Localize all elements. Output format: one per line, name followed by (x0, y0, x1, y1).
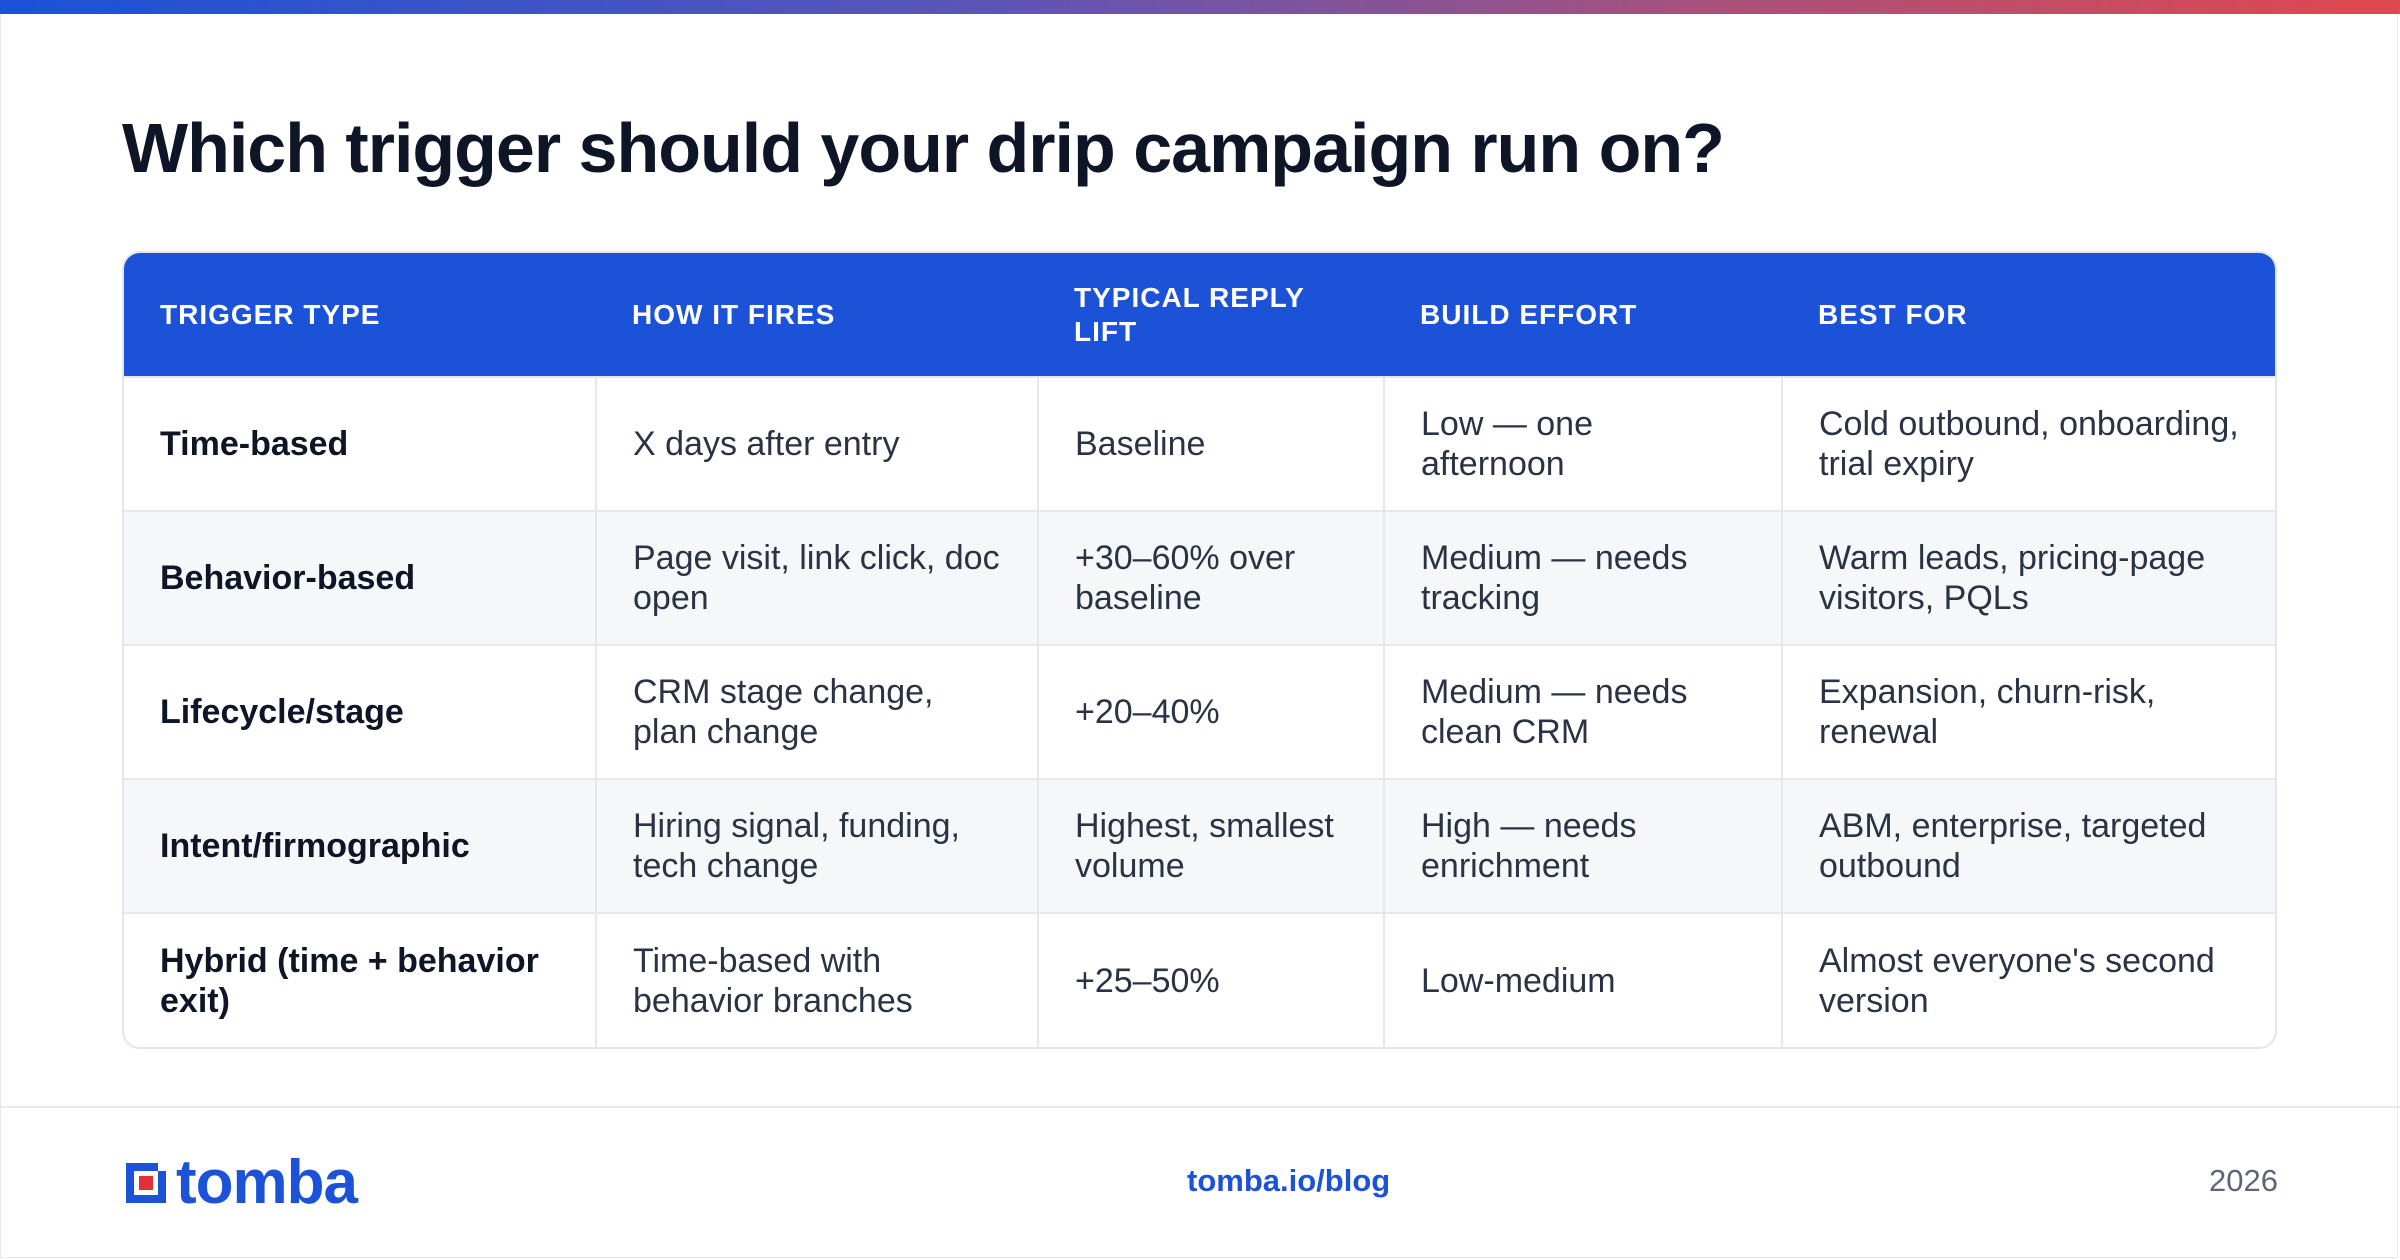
column-header-typical-reply-lift: TYPICAL REPLY LIFT (1038, 253, 1384, 377)
trigger-type-cell: Hybrid (time + behavior exit) (124, 912, 597, 1047)
reply-lift-cell: Baseline (1038, 376, 1385, 511)
column-header-best-for: BEST FOR (1782, 253, 2275, 377)
column-header-trigger-type: TRIGGER TYPE (124, 253, 596, 377)
best-for-cell: Warm leads, pricing-page visitors, PQLs (1782, 510, 2275, 645)
how-it-fires-cell: Page visit, link click, doc open (596, 510, 1039, 645)
table-row: Time-based X days after entry Baseline L… (124, 376, 2275, 511)
table-row: Lifecycle/stage CRM stage change, plan c… (124, 644, 2275, 779)
table-header-row: TRIGGER TYPE HOW IT FIRES TYPICAL REPLY … (124, 253, 2275, 377)
how-it-fires-cell: X days after entry (596, 376, 1039, 511)
build-effort-cell: Low-medium (1384, 912, 1783, 1047)
reply-lift-cell: +20–40% (1038, 644, 1385, 779)
trigger-type-cell: Time-based (124, 376, 597, 511)
table-row: Intent/firmographic Hiring signal, fundi… (124, 778, 2275, 913)
tomba-logo-icon (126, 1163, 166, 1203)
tomba-logo-text: tomba (176, 1148, 358, 1217)
how-it-fires-cell: Hiring signal, funding, tech change (596, 778, 1039, 913)
best-for-cell: Expansion, churn-risk, renewal (1782, 644, 2275, 779)
build-effort-cell: High — needs enrichment (1384, 778, 1783, 913)
comparison-table: TRIGGER TYPE HOW IT FIRES TYPICAL REPLY … (122, 251, 2277, 1049)
tomba-logo: tomba (122, 1148, 358, 1217)
blog-link[interactable]: tomba.io/blog (1187, 1163, 1391, 1198)
best-for-cell: Almost everyone's second version (1782, 912, 2275, 1047)
best-for-cell: ABM, enterprise, targeted outbound (1782, 778, 2275, 913)
build-effort-cell: Medium — needs clean CRM (1384, 644, 1783, 779)
trigger-type-cell: Lifecycle/stage (124, 644, 597, 779)
reply-lift-cell: Highest, smallest volume (1038, 778, 1385, 913)
how-it-fires-cell: Time-based with behavior branches (596, 912, 1039, 1047)
footer-year: 2026 (2209, 1163, 2278, 1198)
column-header-how-it-fires: HOW IT FIRES (596, 253, 1038, 377)
table-row: Behavior-based Page visit, link click, d… (124, 510, 2275, 645)
footer-divider (0, 1106, 2400, 1108)
trigger-type-cell: Intent/firmographic (124, 778, 597, 913)
trigger-type-cell: Behavior-based (124, 510, 597, 645)
column-header-build-effort: BUILD EFFORT (1384, 253, 1782, 377)
reply-lift-cell: +30–60% over baseline (1038, 510, 1385, 645)
best-for-cell: Cold outbound, onboarding, trial expiry (1782, 376, 2275, 511)
reply-lift-cell: +25–50% (1038, 912, 1385, 1047)
top-gradient-bar (0, 0, 2400, 14)
build-effort-cell: Low — one afternoon (1384, 376, 1783, 511)
how-it-fires-cell: CRM stage change, plan change (596, 644, 1039, 779)
page-title: Which trigger should your drip campaign … (122, 109, 1725, 187)
table-row: Hybrid (time + behavior exit) Time-based… (124, 912, 2275, 1047)
build-effort-cell: Medium — needs tracking (1384, 510, 1783, 645)
